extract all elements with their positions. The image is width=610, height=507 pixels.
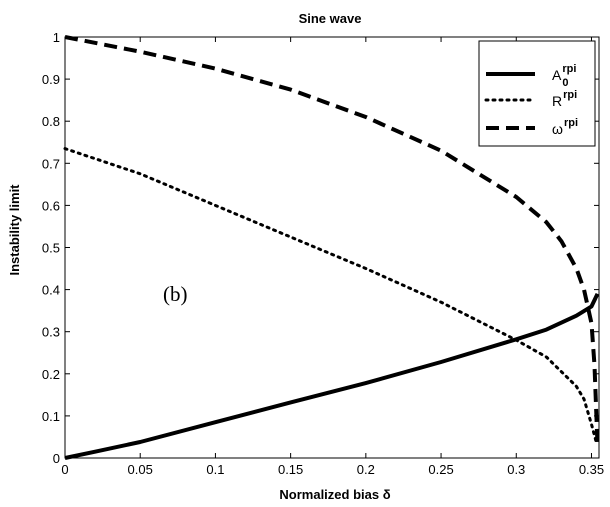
legend-label: ω xyxy=(552,121,563,137)
x-tick-label: 0.25 xyxy=(428,462,453,477)
y-tick-label: 0.7 xyxy=(42,156,60,171)
series-layer xyxy=(63,35,600,460)
y-tick-label: 0.5 xyxy=(42,241,60,256)
annotation-label: (b) xyxy=(163,282,188,306)
legend-superscript: rpi xyxy=(562,63,576,75)
y-tick-label: 0.2 xyxy=(42,367,60,382)
x-tick-label: 0 xyxy=(61,462,68,477)
series-line-dotted xyxy=(63,147,598,443)
y-tick-label: 0.6 xyxy=(42,198,60,213)
y-axis-label: Instability limit xyxy=(7,184,22,276)
x-tick-label: 0.3 xyxy=(507,462,525,477)
y-tick-label: 0.4 xyxy=(42,283,60,298)
series-line-solid xyxy=(64,292,600,460)
y-tick-label: 1 xyxy=(53,30,60,45)
x-tick-label: 0.1 xyxy=(206,462,224,477)
legend-superscript: rpi xyxy=(564,117,578,129)
x-tick-label: 0.15 xyxy=(278,462,303,477)
y-tick-label: 0.3 xyxy=(42,325,60,340)
chart-title: Sine wave xyxy=(299,11,362,26)
y-tick-label: 0 xyxy=(53,451,60,466)
legend-label: A xyxy=(552,67,562,83)
series-line-dashed xyxy=(64,35,600,446)
axis-ticks: 0 0.05 0.1 0.15 0.2 0.25 0.3 0.35 0 0.1 0.2 0.3 0.4 0… xyxy=(42,30,604,477)
x-tick-label: 0.2 xyxy=(357,462,375,477)
legend-label: R xyxy=(552,93,562,109)
y-tick-label: 0.8 xyxy=(42,114,60,129)
x-tick-label: 0.35 xyxy=(579,462,604,477)
legend-superscript: rpi xyxy=(563,89,577,101)
legend-subscript: 0 xyxy=(562,77,568,89)
y-tick-label: 0.9 xyxy=(42,72,60,87)
y-tick-label: 0.1 xyxy=(42,409,60,424)
x-tick-label: 0.05 xyxy=(128,462,153,477)
x-axis-label: Normalized bias δ xyxy=(279,487,390,502)
legend-box xyxy=(478,40,596,147)
